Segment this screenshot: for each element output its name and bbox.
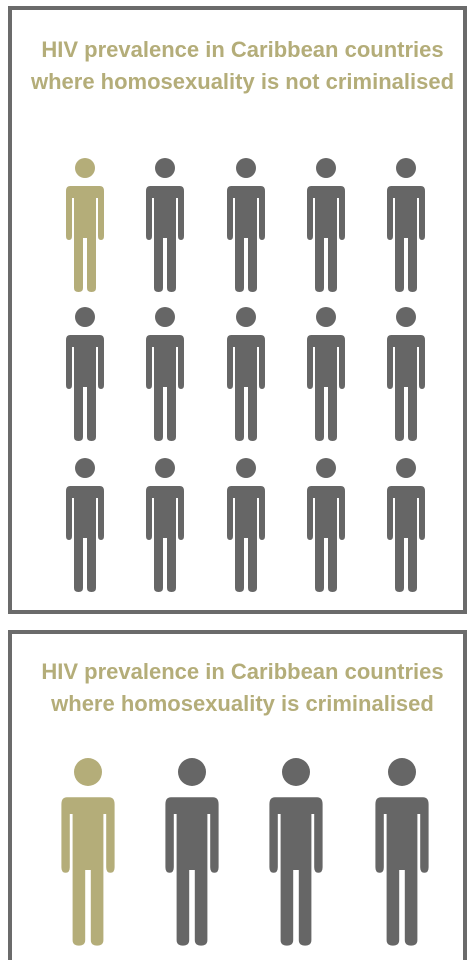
person-icon (387, 158, 425, 292)
pictogram-panel-criminalised: HIV prevalence in Caribbean countries wh… (8, 630, 467, 960)
person-icon (66, 158, 104, 292)
person-icon (387, 307, 425, 441)
pictogram-area (61, 758, 429, 946)
person-icon (375, 758, 429, 946)
person-icon (146, 307, 184, 441)
person-icon (227, 307, 265, 441)
chart-title: HIV prevalence in Caribbean countries wh… (30, 37, 455, 94)
person-icon (307, 158, 345, 292)
person-icon (227, 458, 265, 592)
person-icon (61, 758, 115, 946)
person-icon (165, 758, 219, 946)
person-icon (146, 158, 184, 292)
pictogram-area (66, 158, 425, 592)
person-icon (66, 458, 104, 592)
person-icon (269, 758, 323, 946)
person-icon (387, 458, 425, 592)
person-icon (307, 307, 345, 441)
chart-title: HIV prevalence in Caribbean countries wh… (41, 659, 444, 716)
person-icon (66, 307, 104, 441)
person-icon (146, 458, 184, 592)
person-icon (227, 158, 265, 292)
pictogram-panel-not-criminalised: HIV prevalence in Caribbean countries wh… (8, 6, 467, 614)
person-icon (307, 458, 345, 592)
